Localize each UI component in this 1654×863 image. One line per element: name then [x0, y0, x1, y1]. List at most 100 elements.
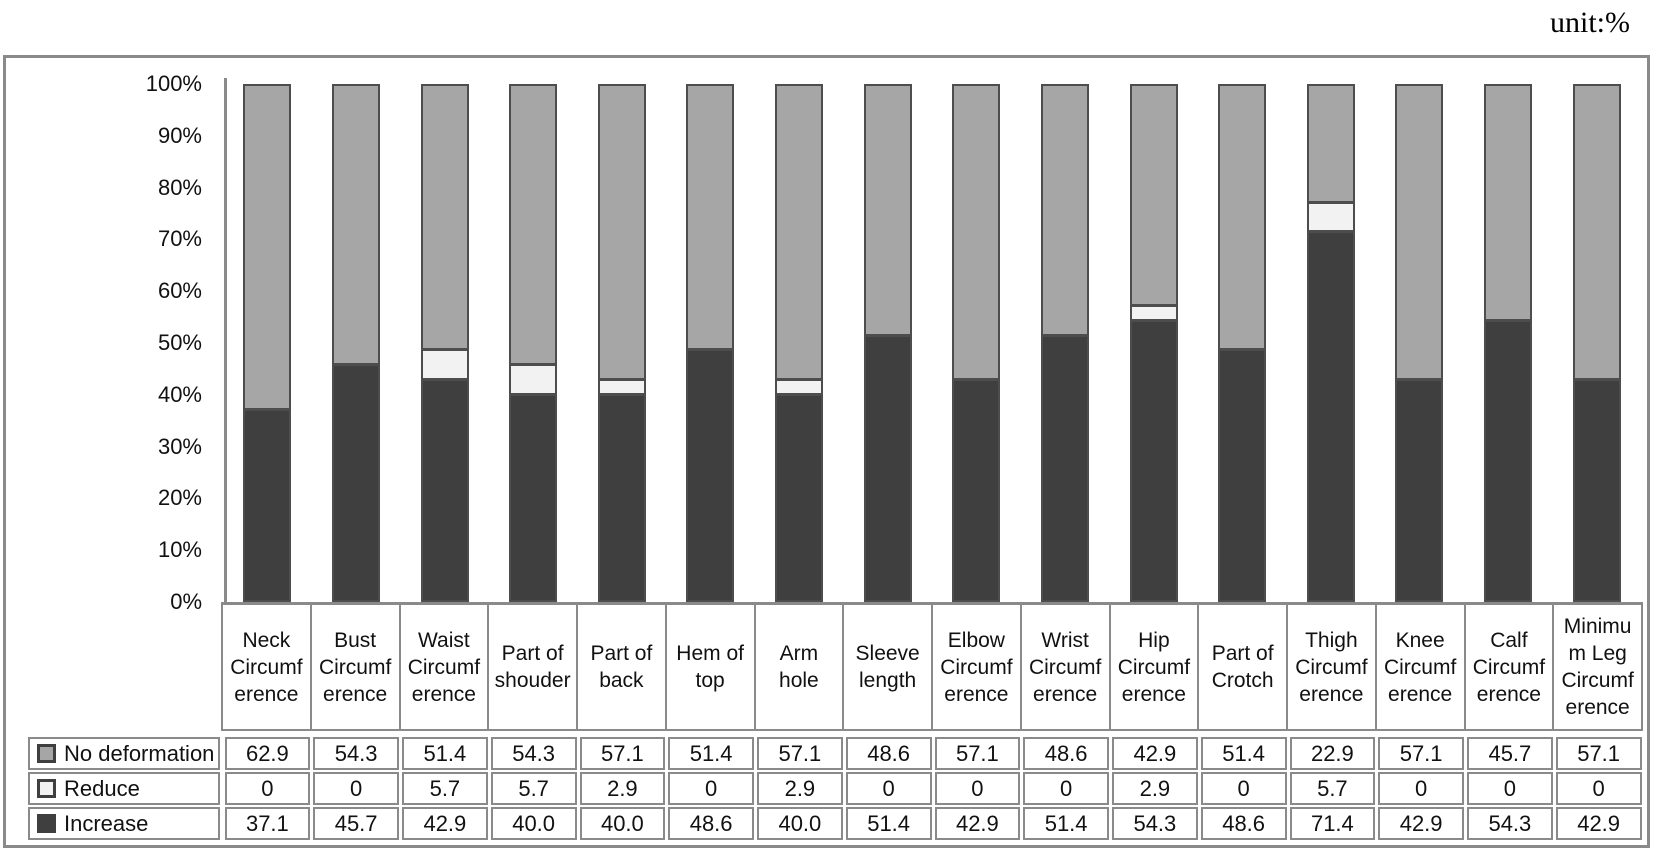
bar-segment-no-deformation — [1040, 84, 1089, 336]
value-cell: 62.9 — [224, 737, 311, 770]
y-tick-label: 80% — [157, 174, 202, 200]
table-row-no-deformation: No deformation 62.9 54.3 51.4 54.3 57.1 51.4 57… — [28, 737, 1643, 770]
legend-cell: No deformation — [28, 737, 220, 770]
value-cell: 2.9 — [579, 772, 666, 805]
chart-figure: 0% 10% 20% 30% 40% 50% 60% 70% 80% 90% 100% Neck C… — [3, 55, 1650, 848]
value-cell: 0 — [1023, 772, 1109, 805]
value-cell: 42.9 — [402, 807, 488, 840]
bar-segment-no-deformation — [509, 84, 558, 366]
category-label: Hip Circumf erence — [1108, 605, 1198, 729]
value-cell: 42.9 — [1555, 807, 1642, 840]
bar-column-9 — [952, 84, 1001, 602]
bar-segment-no-deformation — [243, 84, 292, 410]
value-cell: 0 — [1555, 772, 1642, 805]
bar-column-15 — [1484, 84, 1533, 602]
legend-swatch-increase-icon — [37, 814, 56, 833]
value-cell: 42.9 — [934, 807, 1021, 840]
value-cell: 48.6 — [1200, 807, 1287, 840]
y-tick-label: 90% — [157, 122, 202, 148]
category-label: Calf Circumf erence — [1463, 605, 1553, 729]
bar-segment-no-deformation — [420, 84, 469, 351]
bar-segment-no-deformation — [863, 84, 912, 336]
bar-segment-increase — [243, 409, 292, 602]
legend-label: Increase — [64, 810, 149, 836]
value-cell: 0 — [668, 772, 754, 805]
category-axis-row: Neck Circumf erence Bust Circumf erence Wa… — [221, 602, 1643, 731]
unit-label: unit:% — [1550, 6, 1630, 39]
value-cell: 0 — [313, 772, 399, 805]
value-cell: 2.9 — [1112, 772, 1198, 805]
bar-segment-increase — [686, 350, 735, 602]
y-tick-label: 40% — [157, 381, 202, 407]
bar-column-4 — [509, 84, 558, 602]
bar-segment-reduce — [509, 365, 558, 395]
y-tick-label: 60% — [157, 278, 202, 304]
value-cell: 0 — [1467, 772, 1553, 805]
bar-segment-increase — [863, 335, 912, 602]
value-cell: 54.3 — [313, 737, 399, 770]
bar-segment-increase — [509, 394, 558, 602]
bar-segment-no-deformation — [1306, 84, 1355, 203]
bar-segment-increase — [1395, 379, 1444, 602]
value-cell: 0 — [1200, 772, 1287, 805]
value-cell: 57.1 — [1378, 737, 1464, 770]
table-row-increase: Increase 37.1 45.7 42.9 40.0 40.0 48.6 40.0 51.4… — [28, 807, 1643, 840]
bar-segment-increase — [597, 394, 646, 602]
bar-segment-increase — [1484, 320, 1533, 602]
bar-segment-no-deformation — [331, 84, 380, 366]
category-label: Neck Circumf erence — [230, 628, 303, 706]
value-cell: 48.6 — [668, 807, 754, 840]
legend-label: Reduce — [64, 775, 140, 801]
bar-column-14 — [1395, 84, 1444, 602]
y-tick-label: 10% — [157, 537, 202, 563]
value-cell: 0 — [845, 772, 932, 805]
value-cell: 45.7 — [1467, 737, 1553, 770]
bar-segment-increase — [952, 379, 1001, 602]
value-cell: 51.4 — [668, 737, 754, 770]
bar-column-7 — [775, 84, 824, 602]
value-cell: 71.4 — [1289, 807, 1376, 840]
bar-segment-reduce — [597, 379, 646, 395]
category-label: Sleeve length — [842, 605, 931, 729]
bar-column-5 — [597, 84, 646, 602]
value-cell: 2.9 — [757, 772, 843, 805]
bar-segment-reduce — [775, 379, 824, 395]
plot-area — [223, 84, 1641, 602]
bar-column-16 — [1572, 84, 1621, 602]
value-cell: 51.4 — [1023, 807, 1109, 840]
value-cell: 37.1 — [224, 807, 311, 840]
y-tick-label: 70% — [157, 226, 202, 252]
bar-segment-no-deformation — [775, 84, 824, 380]
bar-segment-no-deformation — [1395, 84, 1444, 380]
value-cell: 51.4 — [1200, 737, 1287, 770]
value-cell: 51.4 — [845, 807, 932, 840]
y-tick-label: 20% — [157, 485, 202, 511]
category-label: Elbow Circumf erence — [931, 605, 1020, 729]
bar-column-3 — [420, 84, 469, 602]
bar-column-8 — [863, 84, 912, 602]
y-tick-label: 30% — [157, 433, 202, 459]
bar-segment-increase — [331, 365, 380, 602]
bar-column-10 — [1040, 84, 1089, 602]
bar-segment-no-deformation — [1572, 84, 1621, 380]
value-cell: 42.9 — [1378, 807, 1464, 840]
value-cell: 0 — [224, 772, 311, 805]
bar-column-12 — [1218, 84, 1267, 602]
value-cell: 5.7 — [490, 772, 577, 805]
bar-segment-reduce — [1129, 305, 1178, 321]
category-label: Thigh Circumf erence — [1286, 605, 1375, 729]
category-label: Part of shouder — [487, 605, 576, 729]
value-cell: 54.3 — [490, 737, 577, 770]
bar-segment-no-deformation — [1129, 84, 1178, 306]
value-cell: 22.9 — [1289, 737, 1376, 770]
value-cell: 40.0 — [757, 807, 843, 840]
legend-cell: Reduce — [28, 772, 220, 805]
value-cell: 54.3 — [1112, 807, 1198, 840]
category-label: Hem of top — [664, 605, 754, 729]
bar-segment-increase — [1218, 350, 1267, 602]
bar-column-13 — [1306, 84, 1355, 602]
value-cell: 48.6 — [1023, 737, 1109, 770]
value-cell: 5.7 — [402, 772, 488, 805]
y-tick-label: 100% — [145, 71, 202, 96]
